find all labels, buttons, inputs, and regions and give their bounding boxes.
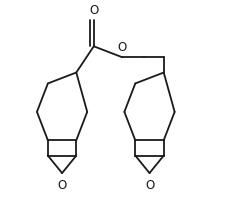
Text: O: O	[118, 41, 127, 54]
Text: O: O	[89, 4, 98, 17]
Text: O: O	[145, 179, 154, 192]
Text: O: O	[57, 179, 67, 192]
